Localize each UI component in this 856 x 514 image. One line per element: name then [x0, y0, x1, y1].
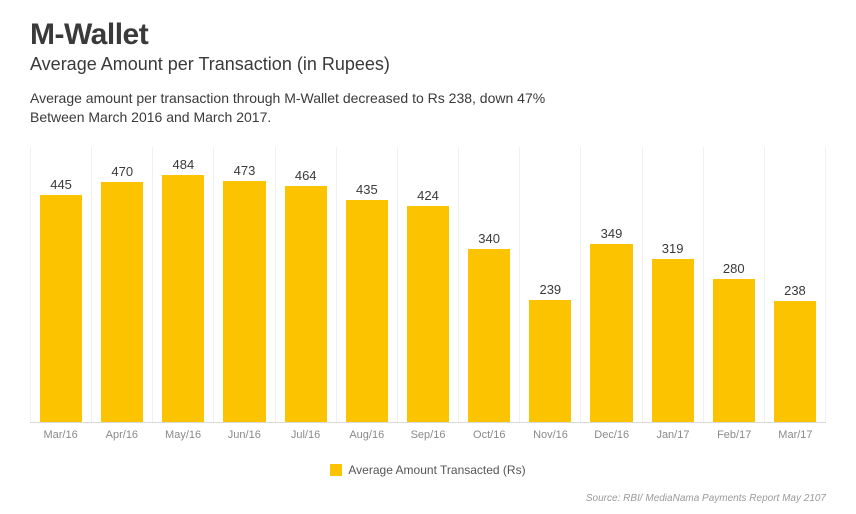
bar: 424 [407, 206, 449, 422]
x-tick-label: Nov/16 [520, 423, 581, 447]
bar: 238 [774, 301, 816, 422]
bar-slot: 424 [397, 147, 458, 422]
bar-value-label: 238 [784, 283, 806, 298]
bar: 484 [162, 175, 204, 421]
bar-value-label: 349 [601, 226, 623, 241]
bar-value-label: 445 [50, 177, 72, 192]
bar-slot: 464 [275, 147, 336, 422]
bar-chart: 445470484473464435424340239349319280238 … [30, 147, 826, 447]
bar: 349 [590, 244, 632, 422]
bar-slot: 445 [30, 147, 91, 422]
page-title: M-Wallet [30, 18, 826, 52]
legend-label: Average Amount Transacted (Rs) [348, 463, 525, 477]
source-text: Source: RBI/ MediaNama Payments Report M… [586, 493, 826, 504]
bar-value-label: 473 [234, 163, 256, 178]
bar-value-label: 239 [539, 282, 561, 297]
bar-slot: 239 [519, 147, 580, 422]
bar: 445 [40, 195, 82, 422]
bar-value-label: 319 [662, 241, 684, 256]
bar-slot: 319 [642, 147, 703, 422]
bar: 435 [346, 200, 388, 422]
bar-slot: 238 [764, 147, 826, 422]
x-tick-label: May/16 [152, 423, 213, 447]
bar-slot: 473 [213, 147, 274, 422]
x-tick-label: Apr/16 [91, 423, 152, 447]
x-tick-label: Jul/16 [275, 423, 336, 447]
bar-value-label: 424 [417, 188, 439, 203]
legend-row: Average Amount Transacted (Rs) [30, 463, 826, 477]
x-axis: Mar/16Apr/16May/16Jun/16Jul/16Aug/16Sep/… [30, 423, 826, 447]
bar-value-label: 470 [111, 164, 133, 179]
chart-description: Average amount per transaction through M… [30, 89, 590, 127]
bar-value-label: 435 [356, 182, 378, 197]
x-tick-label: Jun/16 [214, 423, 275, 447]
bar: 464 [285, 186, 327, 422]
bar-slot: 435 [336, 147, 397, 422]
x-tick-label: Mar/17 [765, 423, 826, 447]
bar: 239 [529, 300, 571, 422]
bar: 280 [713, 279, 755, 422]
plot-area: 445 470 484 473 464 435 424 340 239 349 319 280 238 [30, 147, 826, 423]
bar-value-label: 484 [173, 157, 195, 172]
x-tick-label: Feb/17 [704, 423, 765, 447]
page-subtitle: Average Amount per Transaction (in Rupee… [30, 54, 826, 75]
bar: 470 [101, 182, 143, 421]
bar-slot: 340 [458, 147, 519, 422]
legend-swatch [330, 464, 342, 476]
x-tick-label: Aug/16 [336, 423, 397, 447]
x-tick-label: Dec/16 [581, 423, 642, 447]
x-tick-label: Oct/16 [459, 423, 520, 447]
bar-value-label: 280 [723, 261, 745, 276]
bar-slot: 349 [580, 147, 641, 422]
bar-slot: 280 [703, 147, 764, 422]
bar-value-label: 340 [478, 231, 500, 246]
legend: Average Amount Transacted (Rs) [330, 463, 525, 477]
bar-value-label: 464 [295, 168, 317, 183]
x-tick-label: Jan/17 [642, 423, 703, 447]
bar-slot: 470 [91, 147, 152, 422]
bar: 319 [652, 259, 694, 421]
bar: 340 [468, 249, 510, 422]
bar: 473 [223, 181, 265, 422]
x-tick-label: Mar/16 [30, 423, 91, 447]
bars-group: 445 470 484 473 464 435 424 340 239 349 319 280 238 [30, 147, 826, 422]
x-tick-label: Sep/16 [397, 423, 458, 447]
bar-slot: 484 [152, 147, 213, 422]
